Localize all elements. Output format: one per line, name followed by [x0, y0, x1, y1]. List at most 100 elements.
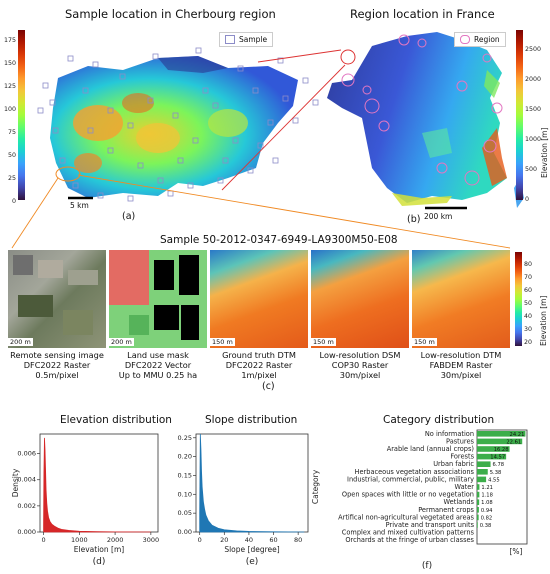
tile-4-scale: 150 m: [311, 338, 336, 346]
panel-b-colorbar-label: Elevation [m]: [540, 128, 549, 178]
x-tick-label: 3000: [143, 536, 160, 544]
panel-c-title: Sample 50-2012-0347-6949-LA9300M50-E08: [160, 234, 398, 246]
category-bar: [477, 431, 526, 437]
panel-a-legend: Sample: [219, 32, 274, 47]
panel-c-colorbar-label: Elevation [m]: [539, 296, 548, 346]
y-tick-label: 0.05: [178, 509, 192, 517]
tile-2-cap1: Land use mask: [127, 350, 189, 360]
y-tick-label: 0.15: [178, 471, 192, 479]
y-tick-label: 0.00: [178, 528, 192, 536]
panel-a-label: (a): [122, 211, 136, 222]
panel-a-ytick: 125: [4, 83, 16, 90]
tile-4-cap3: 30m/pixel: [339, 370, 381, 380]
bar-value-label: 5.38: [490, 470, 502, 476]
panel-a-ytick: 25: [8, 175, 16, 182]
tile-5-caption: Low-resolution DTM FABDEM Raster 30m/pix…: [421, 350, 502, 380]
tile-1-scale: 200 m: [8, 338, 33, 346]
category-label: Wetlands: [444, 498, 475, 506]
cherbourg-elevation-map: [37, 47, 319, 202]
panel-b-colorbar: [516, 30, 523, 200]
plot-frame: [195, 433, 309, 533]
y-axis-label: Density: [11, 468, 20, 497]
panel-a-scale-label: 5 km: [70, 201, 89, 210]
y-axis-label: Category: [312, 469, 320, 504]
density-area: [199, 433, 305, 533]
panel-a-ytick: 50: [8, 152, 16, 159]
bar-value-label: 1.08: [481, 500, 493, 506]
tile-1-cap2: DFC2022 Raster: [23, 360, 91, 370]
category-label: Industrial, commercial, public, military: [347, 475, 474, 483]
panel-c-colorbar-ticks: 20 30 40 50 60 70 80: [524, 261, 532, 346]
remote-sensing-image: [8, 250, 106, 348]
category-bar: [477, 507, 479, 513]
tile-1-cap1: Remote sensing image: [10, 350, 104, 360]
ground-truth-dtm: [210, 250, 308, 348]
panel-b-cbtick: 2500: [525, 46, 541, 53]
panel-c-label: (c): [262, 381, 275, 392]
tile-1-cap3: 0.5m/pixel: [35, 370, 79, 380]
category-label: Urban fabric: [433, 460, 474, 468]
panel-b-scale-label: 200 km: [424, 212, 453, 221]
bar-value-label: 14.57: [490, 455, 505, 461]
y-tick-label: 0.004: [17, 476, 36, 484]
category-label: Herbaceous vegetation associations: [355, 468, 475, 476]
panel-b-cbtick: 500: [525, 166, 537, 173]
tile-4-cap2: COP30 Raster: [331, 360, 389, 370]
panel-a-ytick: 100: [4, 106, 16, 113]
slope-distribution-chart: 0 20 40 60 80 0.00 0.05 0.10 0.15 0.20 0.25 Slope […: [178, 433, 309, 567]
category-label: Permanent crops: [418, 506, 474, 514]
tile-4-caption: Low-resolution DSM COP30 Raster 30m/pixe…: [320, 350, 401, 380]
panel-a-colorbar: [18, 30, 25, 200]
y-tick-label: 0.10: [178, 490, 192, 498]
panel-b-cbtick: 1500: [525, 106, 541, 113]
tile-3-scale: 150 m: [210, 338, 235, 346]
panel-c-cbtick: 50: [524, 300, 532, 307]
panel-label: (f): [422, 561, 432, 571]
tile-2-scale: 200 m: [109, 338, 134, 346]
y-tick-label: 0.000: [17, 528, 36, 536]
elevation-chart-title: Elevation distribution: [60, 414, 172, 426]
panel-b-cbtick: 2000: [525, 76, 541, 83]
x-tick-label: 80: [294, 536, 302, 544]
category-bar: [477, 476, 487, 483]
category-bar: [477, 469, 488, 475]
low-res-dsm: [311, 250, 409, 348]
slope-chart-title: Slope distribution: [205, 414, 298, 426]
x-tick-label: 2000: [107, 536, 124, 544]
panel-a-ytick: 150: [4, 60, 16, 67]
panel-c-cbtick: 80: [524, 261, 532, 268]
category-bar: [477, 453, 507, 460]
panel-b-colorbar-ticks: 0 500 1000 1500 2000 2500: [525, 46, 541, 203]
tile-3-cap3: 1m/pixel: [241, 370, 277, 380]
panel-b-label: (b): [407, 214, 421, 225]
tile-3-caption: Ground truth DTM DFC2022 Raster 1m/pixel: [222, 350, 296, 380]
category-bar: [477, 522, 478, 528]
tile-5-cap1: Low-resolution DTM: [420, 350, 502, 360]
category-label: Arable land (annual crops): [387, 445, 474, 453]
category-bar: [477, 499, 480, 505]
tile-2-caption: Land use mask DFC2022 Vector Up to MMU 0…: [119, 350, 197, 380]
sample-legend-swatch: [225, 35, 235, 44]
bar-value-label: 0.94: [481, 508, 493, 514]
france-elevation-map: [327, 32, 524, 210]
category-distribution-chart: No information 24.21 Pastures 22.61 Arable l…: [312, 429, 528, 571]
elevation-distribution-chart: 0 1000 2000 3000 0.000 0.002 0.004 0.006 Elevati…: [11, 433, 160, 567]
category-label: Orchards at the fringe of urban classes: [345, 536, 474, 544]
bar-value-label: 4.55: [488, 477, 500, 483]
y-tick-label: 0.20: [178, 453, 192, 461]
tile-3-cap1: Ground truth DTM: [222, 350, 296, 360]
tile-5-cap3: 30m/pixel: [440, 370, 482, 380]
x-axis-label: [%]: [510, 547, 523, 556]
y-tick-label: 0.006: [17, 450, 36, 458]
panel-b-legend: Region: [454, 32, 506, 47]
x-tick-label: 0: [42, 536, 46, 544]
x-axis-label: Slope [degree]: [224, 545, 279, 554]
panel-c-colorbar: [515, 252, 522, 346]
bar-value-label: 16.28: [494, 447, 509, 453]
tile-2-cap3: Up to MMU 0.25 ha: [118, 370, 198, 380]
bar-value-label: 22.61: [506, 439, 521, 445]
bar-value-label: 0.82: [481, 515, 493, 521]
bar-value-label: 0.38: [480, 523, 492, 529]
panel-a-title: Sample location in Cherbourg region: [65, 7, 276, 21]
panel-b-cbtick: 0: [525, 196, 529, 203]
